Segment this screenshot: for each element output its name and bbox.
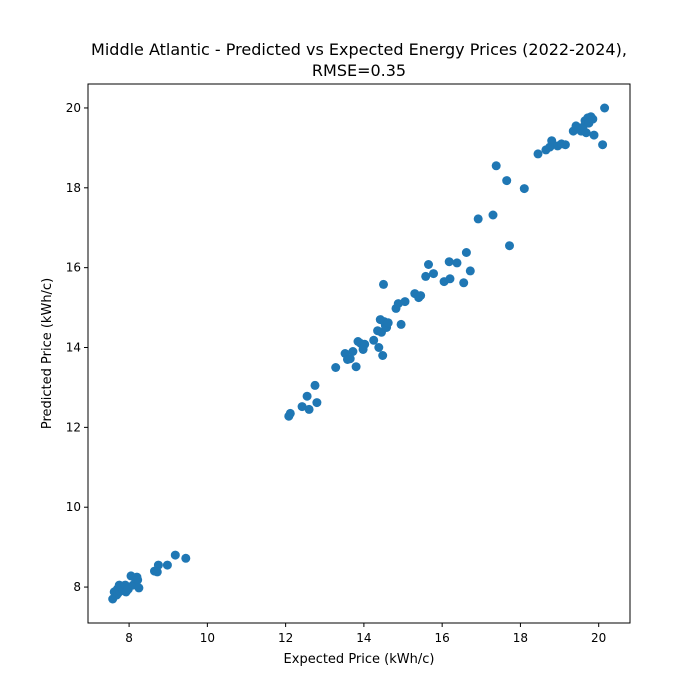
data-point [285, 408, 295, 418]
y-tick-label: 20 [66, 101, 81, 115]
data-point [533, 149, 543, 159]
data-point [600, 103, 610, 113]
data-point [488, 210, 498, 220]
data-point [133, 575, 143, 585]
data-point [134, 583, 144, 593]
data-points [108, 103, 610, 604]
data-point [400, 297, 410, 307]
data-point [351, 362, 361, 372]
data-point [304, 404, 314, 414]
data-point [502, 176, 512, 186]
data-point [152, 567, 162, 577]
data-point [452, 258, 462, 268]
data-point [181, 553, 191, 563]
data-point [153, 560, 163, 570]
x-tick-label: 8 [125, 631, 133, 645]
data-point [345, 354, 355, 364]
data-point [170, 550, 180, 560]
data-point [421, 271, 431, 281]
data-point [465, 266, 475, 276]
x-tick-label: 10 [200, 631, 215, 645]
data-point [547, 136, 557, 146]
y-tick-label: 8 [73, 580, 81, 594]
y-tick-label: 14 [66, 341, 81, 355]
data-point [369, 335, 379, 345]
data-point [379, 279, 388, 289]
data-point [374, 343, 384, 352]
x-tick-label: 14 [356, 631, 371, 645]
data-point [461, 248, 471, 257]
x-tick-label: 16 [435, 631, 450, 645]
data-point [302, 391, 312, 401]
data-point [383, 318, 393, 328]
data-point [331, 363, 341, 372]
x-axis-label: Expected Price (kWh/c) [284, 652, 435, 667]
data-point [473, 214, 483, 224]
data-point [416, 291, 426, 301]
data-point [396, 319, 406, 329]
x-tick-label: 12 [278, 631, 293, 645]
data-point [589, 130, 599, 140]
data-point [310, 380, 320, 390]
y-axis-ticks: 8 10 12 14 16 18 20 [66, 101, 88, 594]
y-tick-label: 12 [66, 420, 81, 434]
data-point [598, 140, 608, 150]
data-point [491, 161, 501, 171]
data-point [505, 241, 514, 251]
plot-frame [87, 83, 631, 624]
x-axis-ticks: 8 10 12 14 16 18 20 [125, 623, 606, 645]
chart-subtitle: RMSE=0.35 [312, 61, 406, 80]
x-tick-label: 20 [591, 631, 606, 645]
data-point [459, 278, 469, 288]
data-point [348, 347, 358, 356]
y-axis-label: Predicted Price (kWh/c) [40, 278, 55, 429]
data-point [519, 184, 529, 194]
y-tick-label: 18 [66, 181, 81, 195]
data-point [378, 351, 388, 360]
data-point [162, 560, 172, 570]
data-point [297, 402, 307, 412]
y-tick-label: 10 [66, 500, 81, 514]
data-point [424, 260, 433, 269]
data-point [429, 269, 438, 279]
data-point [444, 257, 454, 267]
x-tick-label: 18 [513, 631, 528, 645]
data-point [360, 339, 370, 349]
chart-title: Middle Atlantic - Predicted vs Expected … [91, 40, 627, 59]
y-tick-label: 16 [66, 261, 81, 275]
data-point [588, 114, 598, 124]
data-point [312, 398, 322, 408]
data-point [581, 128, 591, 138]
data-point [560, 140, 570, 150]
data-point [445, 274, 455, 284]
